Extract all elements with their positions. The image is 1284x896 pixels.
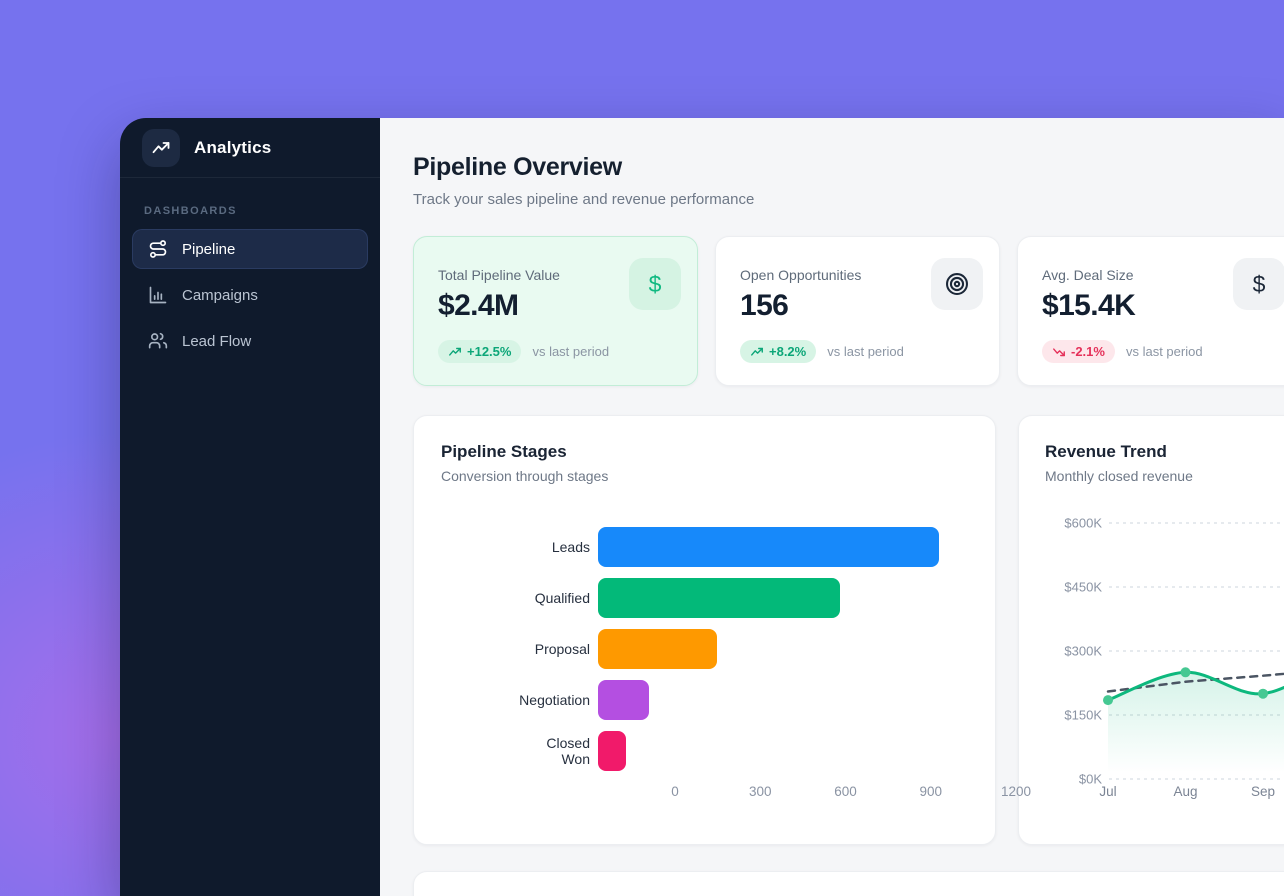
change-badge: -2.1% [1042, 340, 1115, 363]
x-tick: 300 [748, 784, 772, 799]
y-tick: $300K [1064, 644, 1102, 659]
category-label: Leads [551, 538, 590, 555]
chart-title: Pipeline Stages [441, 442, 567, 461]
kpi-card-open-opportunities[interactable]: Open Opportunities 156 +8.2% [715, 236, 1000, 386]
x-tick: Jul [1099, 784, 1116, 799]
bar-row-proposal: Proposal [518, 629, 968, 669]
bar-proposal[interactable] [598, 629, 718, 669]
dollar-icon: $ [1233, 258, 1284, 310]
users-icon [148, 331, 168, 351]
bar-row-leads: Leads [518, 527, 968, 567]
revenue-area [1108, 672, 1284, 779]
x-tick: 600 [834, 784, 857, 799]
logo [142, 128, 180, 167]
sidebar-item-label: Campaigns [182, 286, 258, 304]
column-chart-icon [148, 285, 168, 305]
kpi-label: Avg. Deal Size [1042, 267, 1134, 283]
kpi-comparison: vs last period [532, 344, 610, 359]
bar-negotiation[interactable] [598, 680, 650, 720]
revenue-line [1106, 670, 1284, 702]
bar-row-qualified: Qualified [518, 578, 968, 618]
target-line [1106, 672, 1284, 693]
revenue-chart-svg: $0K $150K $300K $450K $600K Jul Aug Sep [1064, 516, 1284, 799]
bar-qualified[interactable] [598, 578, 840, 618]
x-tick: Aug [1173, 784, 1197, 799]
kpi-footer: +12.5% vs last period [438, 340, 673, 363]
change-badge: +12.5% [438, 340, 522, 363]
kpi-footer: +8.2% vs last period [740, 340, 975, 363]
kpi-value: 156 [740, 289, 789, 322]
y-tick: $600K [1064, 516, 1102, 531]
category-label: Proposal [534, 640, 590, 657]
logo-row: Analytics [120, 118, 380, 178]
trending-down-icon [1052, 345, 1066, 359]
app-window: Analytics DASHBOARDS Pipeline Campaigns [120, 118, 1284, 896]
trending-up-icon [750, 345, 764, 359]
data-point-sep[interactable] [1258, 688, 1268, 699]
sidebar-item-lead-flow[interactable]: Lead Flow [132, 321, 368, 361]
x-tick: 900 [919, 784, 943, 799]
kpi-row: Total Pipeline Value $2.4M $ +12.5% vs [413, 236, 1284, 386]
dollar-icon: $ [629, 258, 681, 310]
kpi-card-avg-deal-size[interactable]: Avg. Deal Size $15.4K $ -2.1% vs last [1017, 236, 1284, 386]
kpi-comparison: vs last period [1125, 344, 1203, 359]
y-tick: $450K [1064, 580, 1102, 595]
bar-leads[interactable] [598, 527, 939, 567]
bar-row-negotiation: Negotiation [518, 680, 968, 720]
page-title: Pipeline Overview [413, 153, 622, 181]
sidebar-item-campaigns[interactable]: Campaigns [132, 275, 368, 315]
x-tick: Sep [1251, 784, 1275, 799]
sidebar-item-pipeline[interactable]: Pipeline [132, 229, 368, 269]
charts-row: Pipeline Stages Conversion through stage… [413, 415, 1284, 845]
bar-row-closed-won: Closed Won [518, 731, 968, 771]
target-icon [931, 258, 983, 310]
kpi-comparison: vs last period [827, 344, 904, 359]
x-axis: 0 300 600 900 1200 [671, 784, 1031, 802]
x-tick: 1200 [1000, 784, 1032, 799]
category-label: Negotiation [519, 691, 590, 708]
page-subtitle: Track your sales pipeline and revenue pe… [413, 191, 755, 208]
sidebar-nav: Pipeline Campaigns Lead Flow [120, 229, 380, 361]
bar-chart: Leads Qualified Proposal Negotiation [518, 527, 1031, 802]
app-title: Analytics [194, 137, 272, 157]
trending-up-icon [151, 138, 171, 158]
kpi-value: $15.4K [1042, 289, 1136, 322]
y-tick: $150K [1064, 708, 1102, 723]
sidebar: Analytics DASHBOARDS Pipeline Campaigns [120, 118, 380, 896]
sidebar-item-label: Pipeline [182, 240, 236, 258]
chart-title: Revenue Trend [1045, 442, 1167, 461]
kpi-label: Total Pipeline Value [438, 267, 560, 283]
category-label: Closed Won [546, 734, 590, 767]
pipeline-stages-card: Pipeline Stages Conversion through stage… [413, 415, 1031, 845]
chart-subtitle: Monthly closed revenue [1045, 468, 1193, 484]
kpi-value: $2.4M [438, 289, 519, 322]
x-tick: 0 [671, 784, 679, 799]
sidebar-item-label: Lead Flow [182, 332, 252, 350]
revenue-trend-card: Revenue Trend Monthly closed revenue $0K… [1018, 415, 1284, 845]
main-content: Pipeline Overview Track your sales pipel… [380, 118, 1284, 896]
bar-closed-won[interactable] [598, 731, 627, 771]
data-point-jul[interactable] [1103, 695, 1113, 706]
data-point-aug[interactable] [1180, 667, 1191, 678]
kpi-card-total-pipeline-value[interactable]: Total Pipeline Value $2.4M $ +12.5% vs [413, 236, 698, 386]
kpi-label: Open Opportunities [740, 267, 862, 283]
kpi-footer: -2.1% vs last period [1042, 340, 1277, 363]
category-label: Qualified [534, 589, 590, 606]
bottom-card-partial [413, 871, 1284, 896]
chart-subtitle: Conversion through stages [441, 468, 609, 484]
change-badge: +8.2% [740, 340, 817, 363]
route-icon [148, 239, 168, 259]
y-tick: $0K [1079, 772, 1102, 787]
trending-up-icon [448, 345, 462, 359]
sidebar-section-label: DASHBOARDS [144, 205, 237, 217]
